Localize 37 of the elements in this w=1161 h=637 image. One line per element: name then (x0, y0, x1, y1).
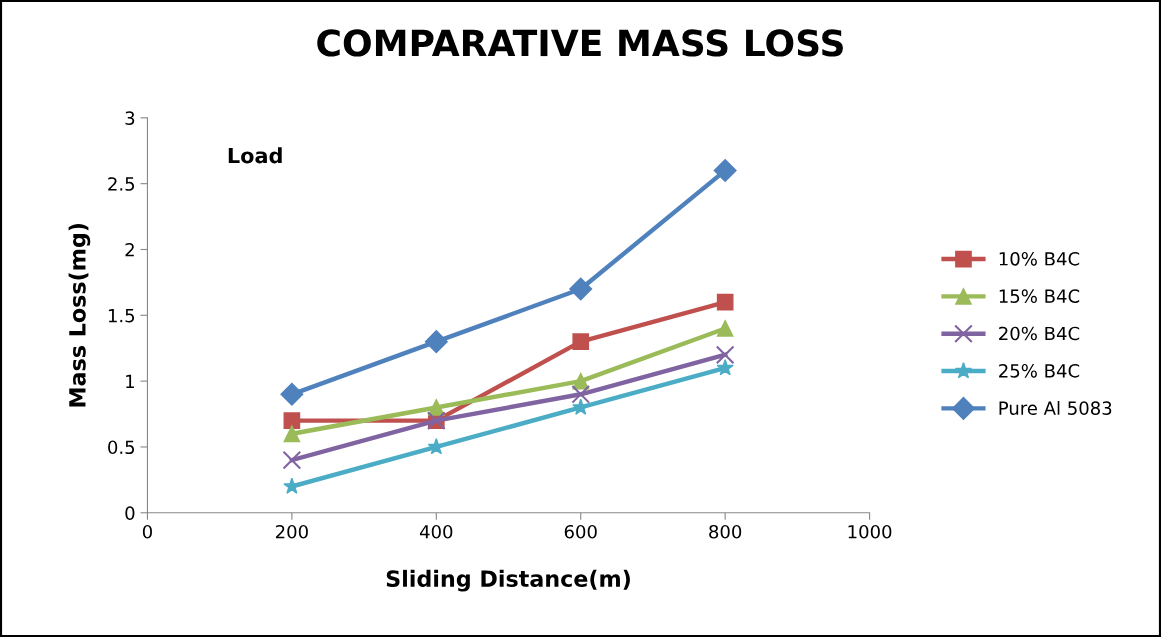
y-axis-title: Mass Loss(mg) (68, 223, 91, 407)
legend-label: 25% B4C (999, 363, 1080, 378)
annotation: Load (228, 147, 282, 164)
point (282, 450, 302, 470)
point (569, 277, 593, 301)
point (571, 384, 591, 404)
point (716, 320, 734, 337)
y-tick-label: 0.5 (108, 440, 135, 455)
x-axis-title: Sliding Distance(m) (386, 569, 630, 592)
legend-label: 15% B4C (999, 289, 1080, 303)
point (716, 293, 734, 311)
legend-label: Pure Al 5083 (999, 401, 1112, 415)
point (283, 412, 301, 429)
y-tick-label: 1 (126, 374, 134, 388)
point (715, 345, 735, 365)
legend-label: 10% B4C (999, 251, 1080, 266)
x-tick-label: 800 (709, 524, 742, 539)
point (716, 358, 734, 376)
y-tick-label: 2 (125, 242, 134, 257)
point (427, 399, 445, 416)
point (424, 330, 448, 354)
x-tick-label: 200 (275, 524, 308, 539)
chart-title: COMPARATIVE MASS LOSS (317, 29, 843, 57)
y-tick-label: 0 (125, 506, 135, 520)
y-tick-label: 3 (125, 111, 135, 125)
y-tick-label: 1.5 (108, 309, 135, 323)
x-tick-label: 0 (142, 524, 152, 539)
x-tick-label: 600 (564, 524, 597, 539)
point (280, 382, 304, 406)
point (572, 372, 590, 390)
y-tick-label: 2.5 (108, 177, 135, 191)
legend-label: 20% B4C (999, 326, 1080, 341)
point (283, 425, 301, 443)
x-tick-label: 1000 (848, 524, 892, 539)
x-tick-label: 400 (419, 524, 453, 539)
point (572, 333, 590, 350)
point (713, 159, 737, 183)
